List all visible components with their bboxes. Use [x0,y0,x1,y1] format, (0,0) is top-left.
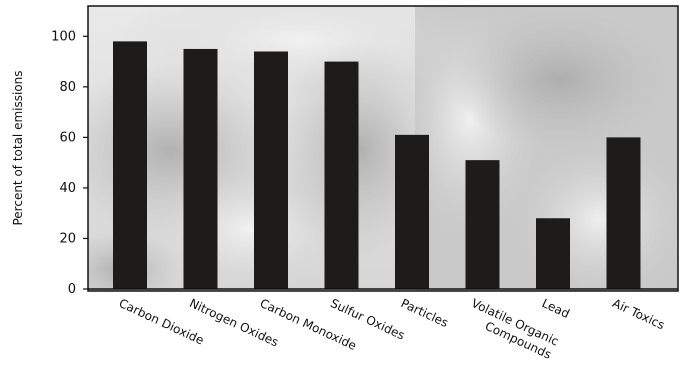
bar [606,137,641,289]
y-axis: 0 20 40 60 80 100 [51,29,88,297]
x-category-label-line: Air Toxics [610,296,667,332]
bar [465,160,500,289]
plot-frame [87,5,679,292]
y-tick-label: 0 [68,282,76,297]
bar [395,134,429,289]
bar [254,51,288,289]
y-tick-label: 80 [59,80,76,95]
x-category-label-line: Lead [540,296,572,321]
x-category-label: Lead [540,296,572,321]
bar [183,48,218,290]
bar [113,41,147,289]
y-tick-label: 20 [59,231,76,246]
y-tick-label: 100 [51,29,76,44]
x-category-label: Particles [399,296,451,330]
x-category-label: Air Toxics [610,296,667,332]
x-category-label-line: Particles [399,296,451,330]
bar [536,218,570,289]
y-tick-label: 60 [59,130,76,145]
y-axis-label: Percent of total emissions [11,70,25,225]
bars [88,41,678,290]
bar [324,61,359,289]
y-tick-label: 40 [59,181,76,196]
